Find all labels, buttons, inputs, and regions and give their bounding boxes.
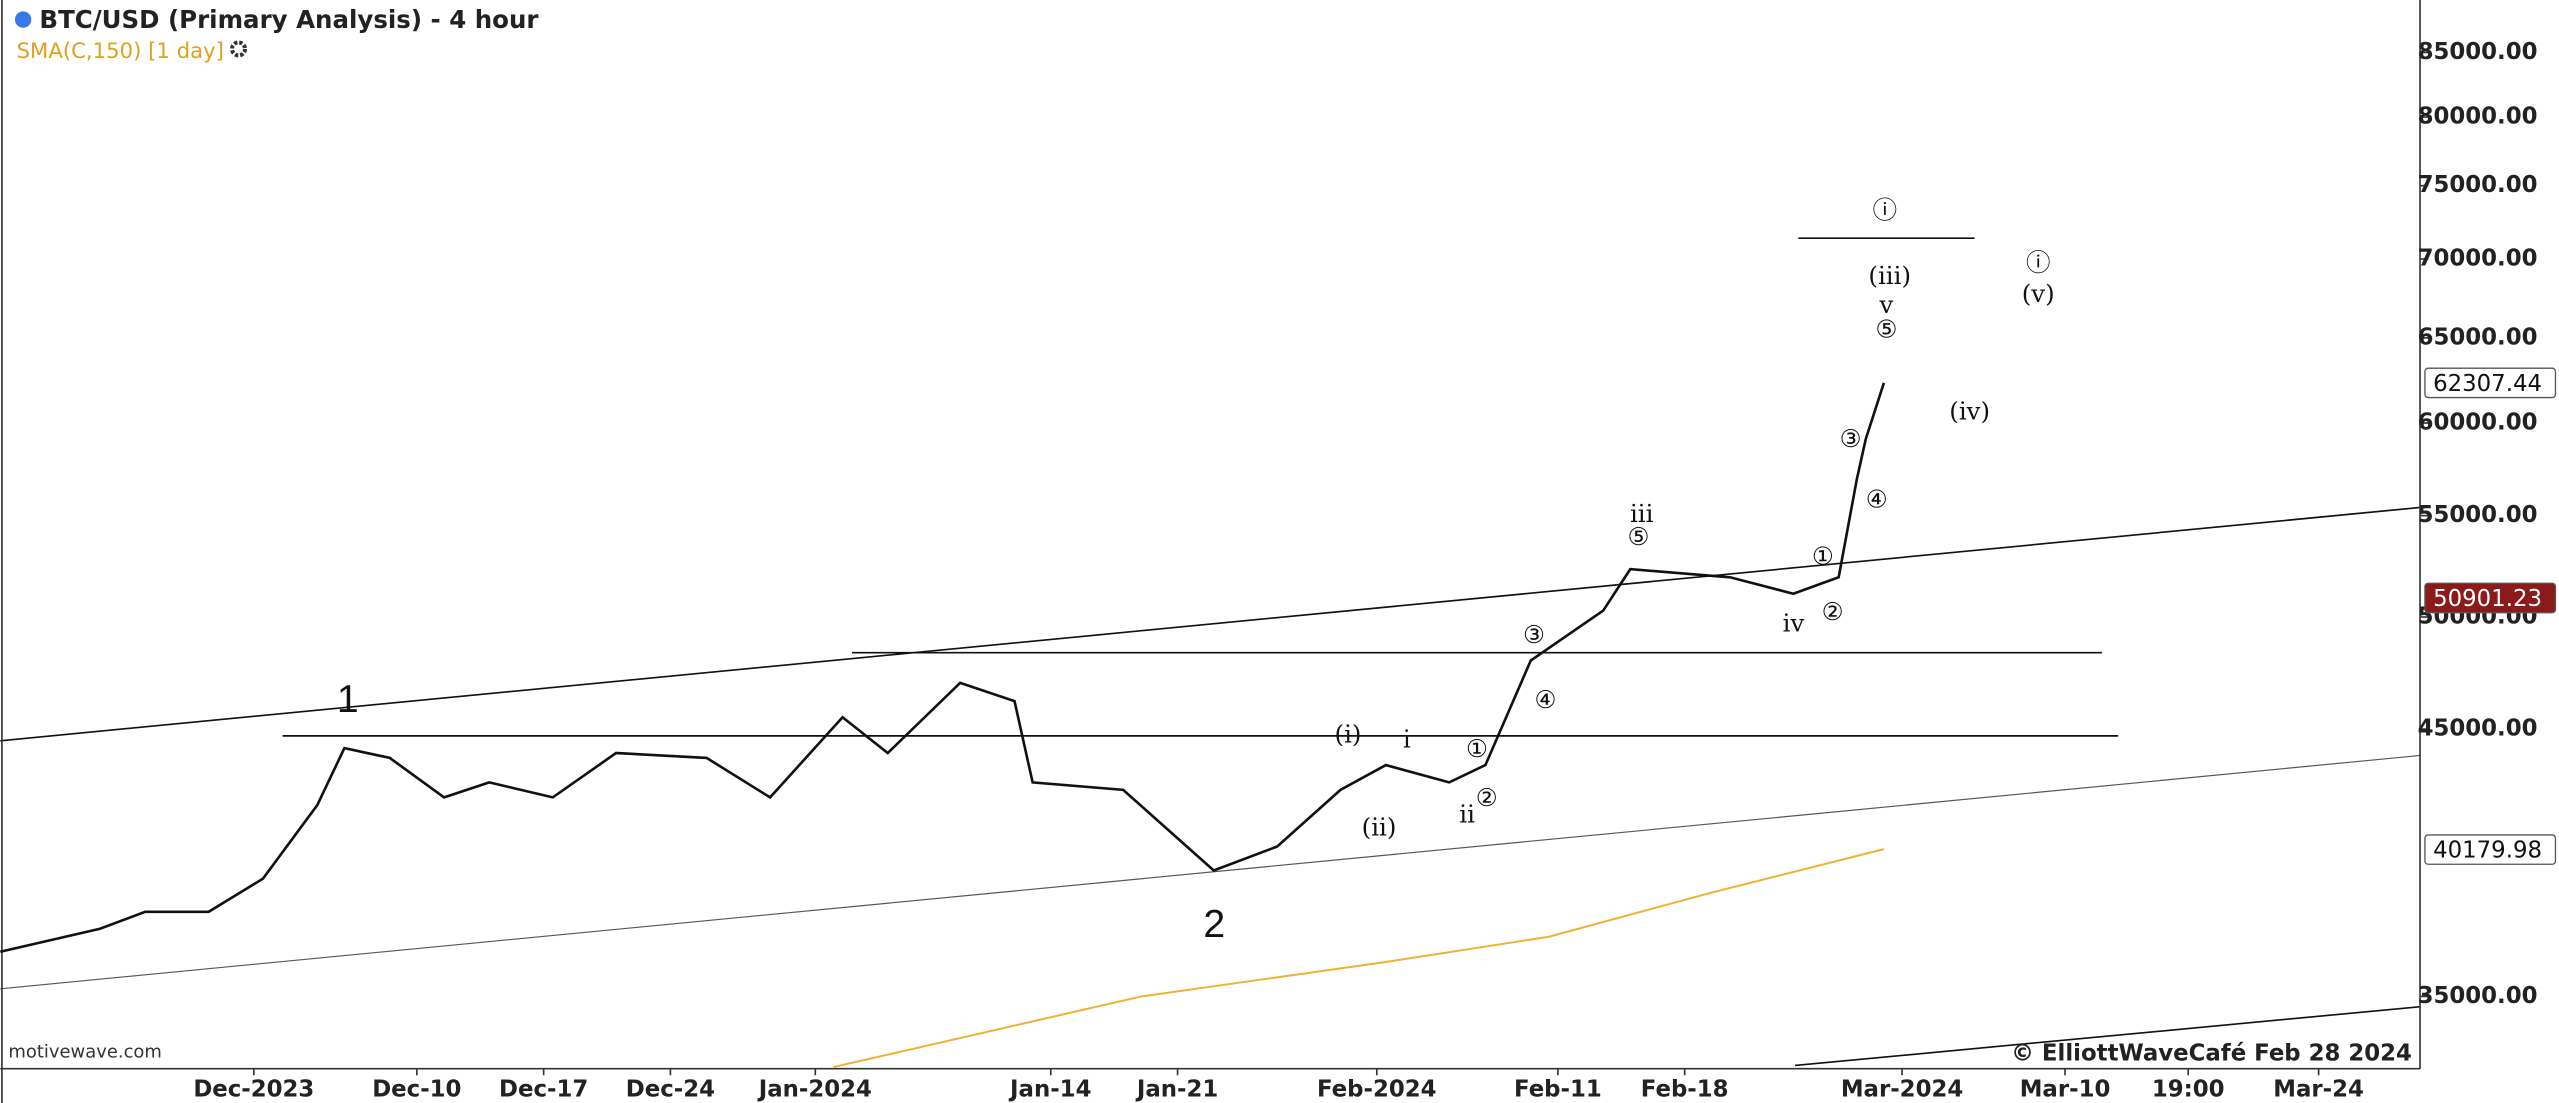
wave-label: ⑤ <box>1876 315 1898 344</box>
y-tick-label: 80000.00 <box>2418 103 2538 129</box>
wave-label: iv <box>1783 608 1805 637</box>
wave-label: (ii) <box>1362 812 1397 841</box>
x-tick-label: Mar-2024 <box>1841 1076 1963 1102</box>
wave-label: ④ <box>1866 484 1888 513</box>
y-tick-label: 65000.00 <box>2418 324 2538 350</box>
wave-label: ③ <box>1523 620 1545 649</box>
wave-label: 1 <box>337 678 359 721</box>
y-tick-label: 85000.00 <box>2418 39 2538 65</box>
x-tick-label: Feb-18 <box>1641 1076 1729 1102</box>
wave-label: (i) <box>1335 719 1362 748</box>
price-label: 62307.44 <box>2433 371 2542 397</box>
indicator-label: SMA(C,150) [1 day] <box>17 39 224 64</box>
price-label-box <box>2424 367 2557 399</box>
wave-label: ① <box>1466 734 1488 763</box>
status-dot <box>14 11 32 28</box>
x-tick-label: Feb-11 <box>1514 1076 1602 1102</box>
y-tick-label: 35000.00 <box>2418 983 2538 1009</box>
trendline <box>0 506 2421 742</box>
x-tick-label: Dec-2023 <box>193 1076 314 1102</box>
x-tick-label: Jan-14 <box>1008 1076 1091 1102</box>
wave-label: (iii) <box>1868 261 1911 290</box>
x-tick-label: Jan-21 <box>1135 1076 1218 1102</box>
gear[interactable] <box>229 40 248 58</box>
wave-label: ⓘ <box>2026 248 2050 277</box>
wave-label: iii <box>1630 499 1654 528</box>
wave-label: v <box>1879 290 1894 319</box>
y-tick-label: 60000.00 <box>2418 410 2538 436</box>
price-label: 50901.23 <box>2433 586 2542 612</box>
x-tick-label: Jan-2024 <box>757 1076 872 1102</box>
x-tick-label: Dec-24 <box>626 1076 715 1102</box>
y-tick-label: 55000.00 <box>2418 502 2538 528</box>
y-tick-label: 45000.00 <box>2418 716 2538 742</box>
wave-label: ⑤ <box>1627 522 1649 551</box>
series-line <box>833 848 1885 1069</box>
copyright: © ElliottWaveCafé Feb 28 2024 <box>2011 1041 2412 1067</box>
watermark: motivewave.com <box>8 1041 161 1062</box>
wave-label: (iv) <box>1949 396 1990 425</box>
x-tick-label: Dec-17 <box>499 1076 588 1102</box>
x-tick-label: 19:00 <box>2152 1076 2225 1102</box>
wave-label: ii <box>1459 799 1475 828</box>
y-tick-label: 75000.00 <box>2418 172 2538 198</box>
price-label-box <box>2424 582 2557 614</box>
price-label-box <box>2424 834 2557 865</box>
price-label: 40179.98 <box>2433 838 2542 864</box>
trendline <box>0 754 2421 990</box>
x-tick-label: Feb-2024 <box>1317 1076 1437 1102</box>
drawings <box>0 237 2421 1067</box>
wave-label: ④ <box>1534 685 1556 714</box>
wave-label: 2 <box>1203 903 1225 946</box>
wave-label: ② <box>1476 783 1498 812</box>
wave-label: ⓘ <box>1873 196 1897 225</box>
wave-label: i <box>1403 724 1411 753</box>
x-tick-label: Mar-10 <box>2020 1076 2111 1102</box>
y-tick-label: 70000.00 <box>2418 246 2538 272</box>
wave-label: ① <box>1812 542 1834 571</box>
x-tick-label: Mar-24 <box>2273 1076 2364 1102</box>
x-tick-label: Dec-10 <box>372 1076 461 1102</box>
chart-title: BTC/USD (Primary Analysis) - 4 hour <box>39 5 538 34</box>
settings-icon[interactable] <box>229 40 248 58</box>
trendline <box>1795 1005 2421 1067</box>
series-line <box>0 382 1886 954</box>
wave-label: ③ <box>1840 424 1862 453</box>
wave-label: (v) <box>2022 279 2055 308</box>
wave-label: ② <box>1822 597 1844 626</box>
